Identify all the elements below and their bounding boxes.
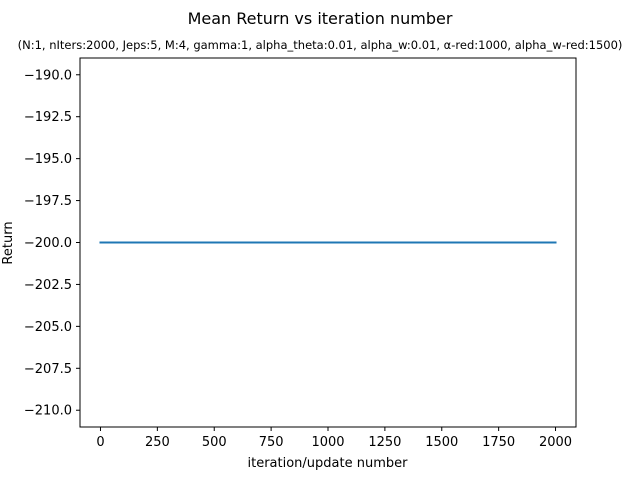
x-tick-label: 1500 bbox=[425, 435, 458, 450]
chart-title: Mean Return vs iteration number bbox=[188, 9, 453, 28]
y-tick-label: −192.5 bbox=[24, 110, 72, 125]
y-axis-label: Return bbox=[1, 221, 16, 264]
plot-area: 0 250 500 750 1000 1250 1500 1750 2000 −190.0 −192… bbox=[24, 57, 577, 450]
y-tick-label: −202.5 bbox=[24, 278, 72, 293]
x-tick-label: 1250 bbox=[368, 435, 401, 450]
y-tick-label: −200.0 bbox=[24, 236, 72, 251]
y-tick-label: −197.5 bbox=[24, 194, 72, 209]
y-tick-label: −195.0 bbox=[24, 152, 72, 167]
x-tick-label: 1000 bbox=[311, 435, 344, 450]
y-tick-label: −207.5 bbox=[24, 362, 72, 377]
y-tick-label: −210.0 bbox=[24, 404, 72, 419]
y-tick-label: −205.0 bbox=[24, 320, 72, 335]
chart-subtitle: (N:1, nIters:2000, Jeps:5, M:4, gamma:1,… bbox=[18, 38, 623, 52]
x-tick-label: 250 bbox=[145, 435, 170, 450]
x-tick-label: 750 bbox=[259, 435, 284, 450]
x-tick-label: 500 bbox=[202, 435, 227, 450]
y-tick-label: −190.0 bbox=[24, 68, 72, 83]
x-tick-label: 0 bbox=[96, 435, 104, 450]
x-tick-label: 1750 bbox=[482, 435, 515, 450]
x-tick-label: 2000 bbox=[539, 435, 572, 450]
x-axis-label: iteration/update number bbox=[248, 456, 409, 471]
